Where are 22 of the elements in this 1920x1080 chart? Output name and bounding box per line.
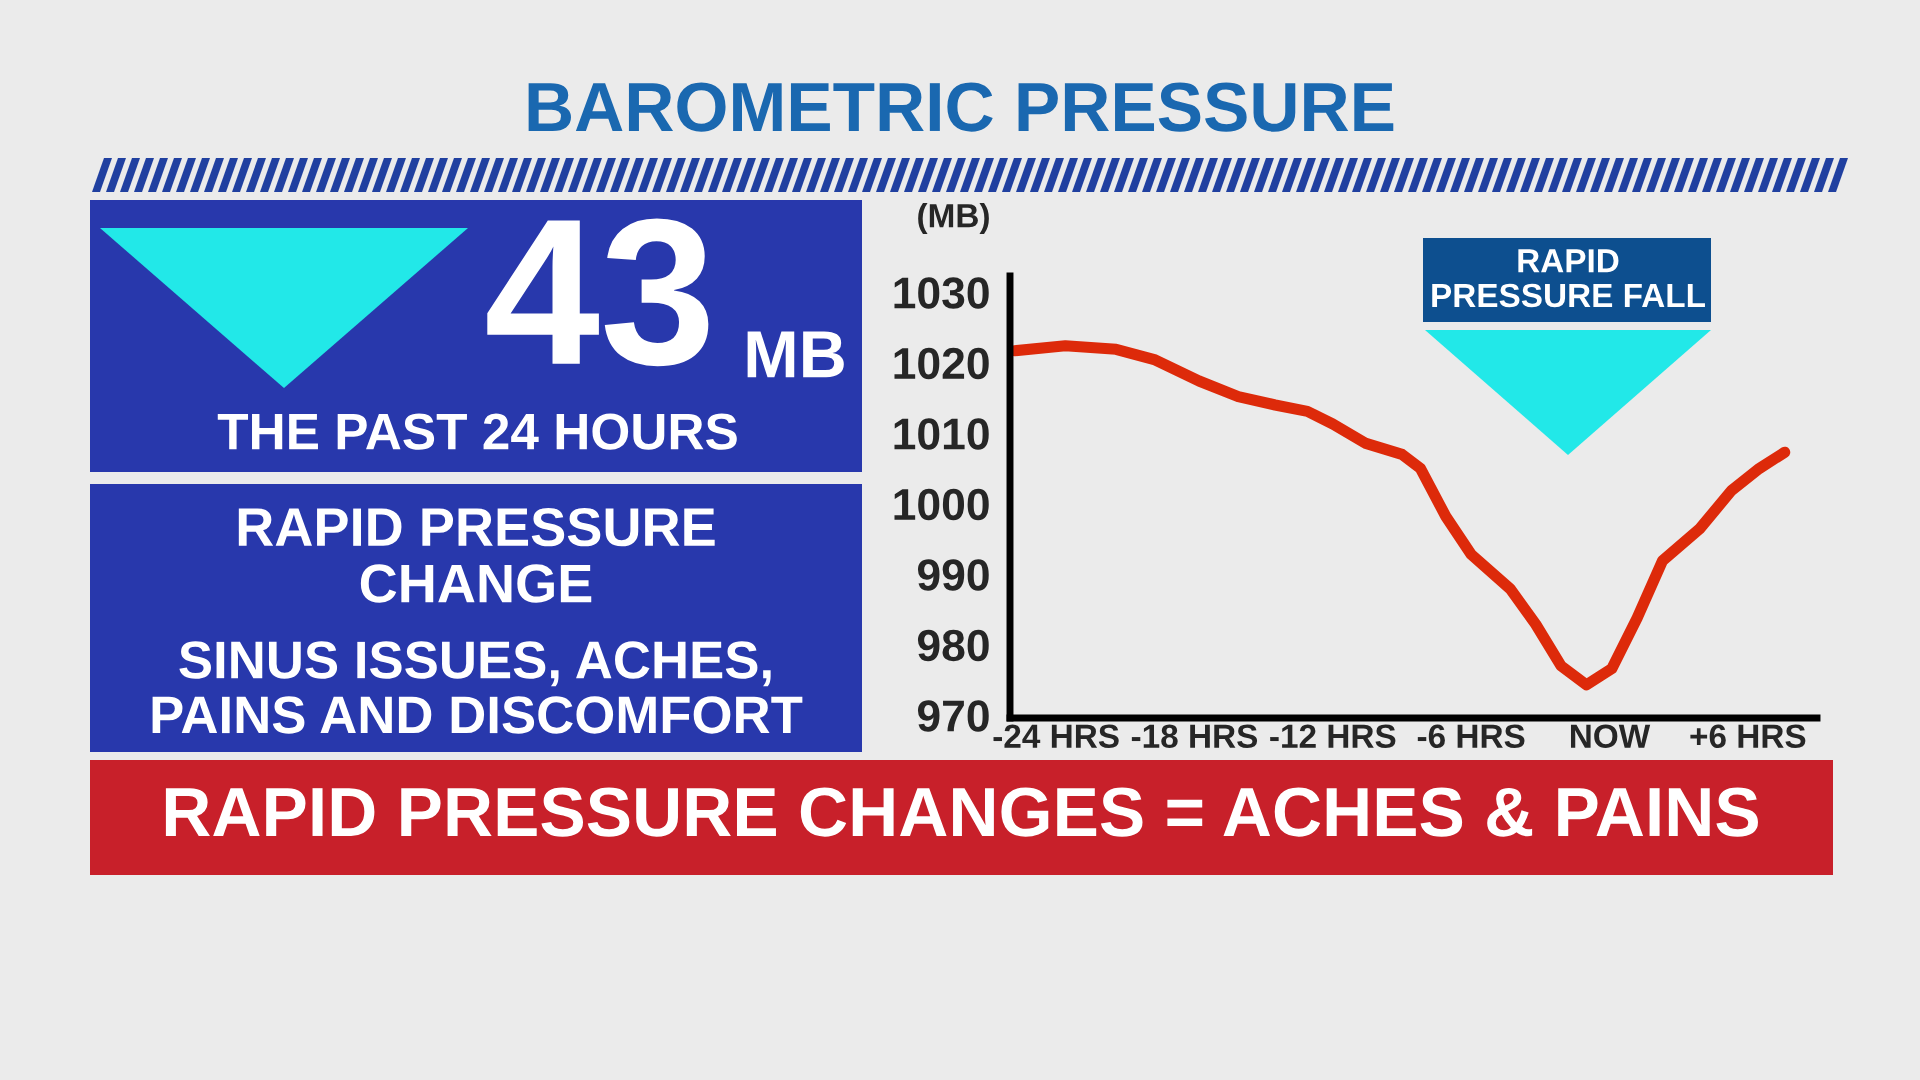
text: RAPID PRESSURE CHANGES = ACHES & PAINS bbox=[165, 787, 1758, 837]
y-tick-label: 1010 bbox=[894, 418, 989, 450]
y-axis-title: (MB) bbox=[918, 203, 989, 235]
x-tick-label: -18 HRS bbox=[1131, 724, 1258, 749]
y-tick-label: 1020 bbox=[894, 347, 989, 380]
x-tick-label: +6 HRS bbox=[1690, 724, 1806, 749]
y-tick-label: 1000 bbox=[894, 488, 989, 521]
text: 43 bbox=[487, 218, 709, 367]
text: RAPID PRESSURE CHANGE bbox=[238, 507, 715, 603]
x-tick-label: -24 HRS bbox=[993, 724, 1119, 749]
text: MB bbox=[747, 331, 844, 378]
x-tick-label: -6 HRS bbox=[1417, 724, 1525, 749]
y-tick-label: 980 bbox=[917, 629, 989, 662]
x-tick-label: -12 HRS bbox=[1270, 724, 1396, 749]
x-tick-label: NOW bbox=[1570, 724, 1651, 749]
text: SINUS ISSUES, ACHES, PAINS AND DISCOMFORT bbox=[152, 641, 803, 734]
y-tick-label: 1030 bbox=[894, 277, 989, 309]
chart-title: BAROMETRIC PRESSURE bbox=[528, 82, 1394, 132]
text: THE PAST 24 HOURS bbox=[217, 413, 737, 450]
y-tick-label: 990 bbox=[917, 559, 989, 591]
annotation: RAPID PRESSURE FALL bbox=[1432, 249, 1705, 308]
y-tick-label: 970 bbox=[917, 700, 989, 732]
